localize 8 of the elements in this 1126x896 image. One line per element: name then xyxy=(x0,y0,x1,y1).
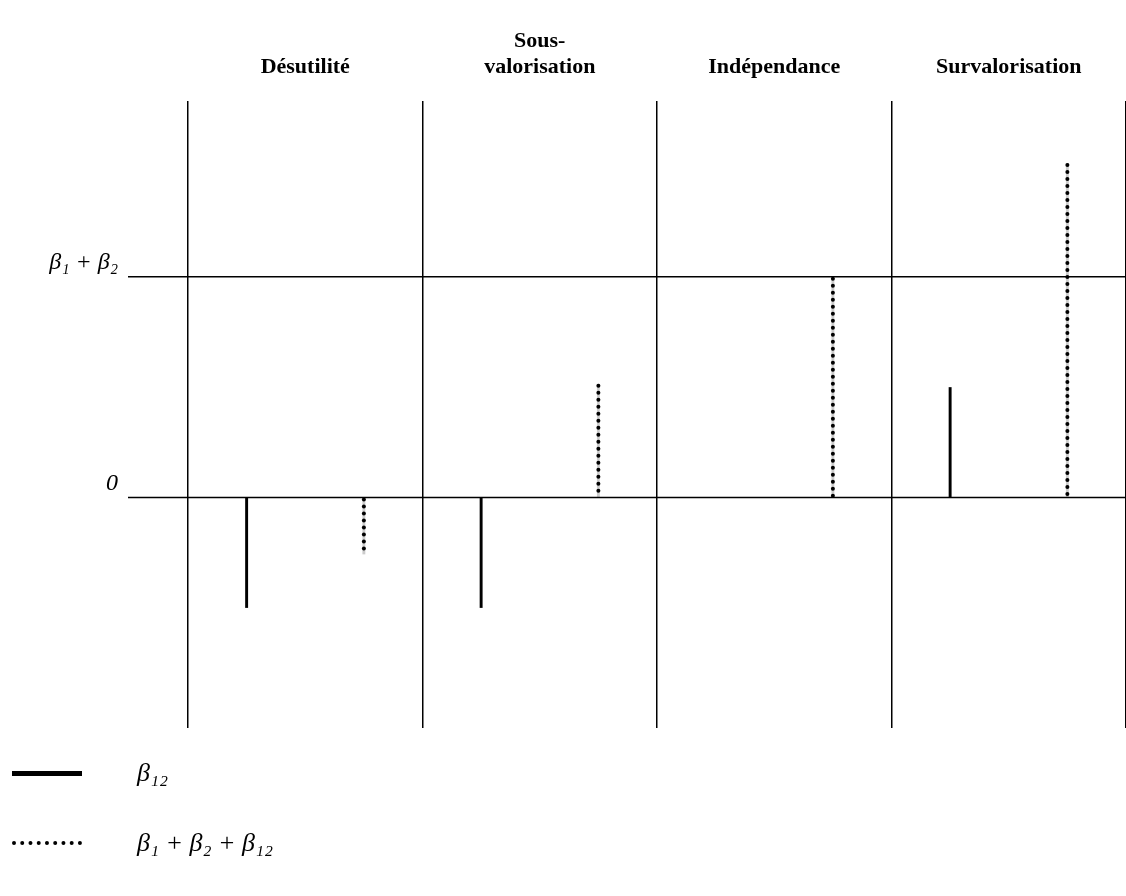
x-tick-label: Indépendance xyxy=(708,53,841,79)
ref-line-label: 0 xyxy=(106,468,118,495)
legend-label: β₁₂ xyxy=(137,758,169,788)
x-tick-label: Survalorisation xyxy=(936,53,1082,79)
legend-label: β₁ + β₂ + β₁₂ xyxy=(137,828,274,858)
x-tick-label: Sous-valorisation xyxy=(484,26,596,79)
x-tick-label: Désutilité xyxy=(260,53,351,79)
ref-line-label: β₁ + β₂ xyxy=(48,248,118,275)
